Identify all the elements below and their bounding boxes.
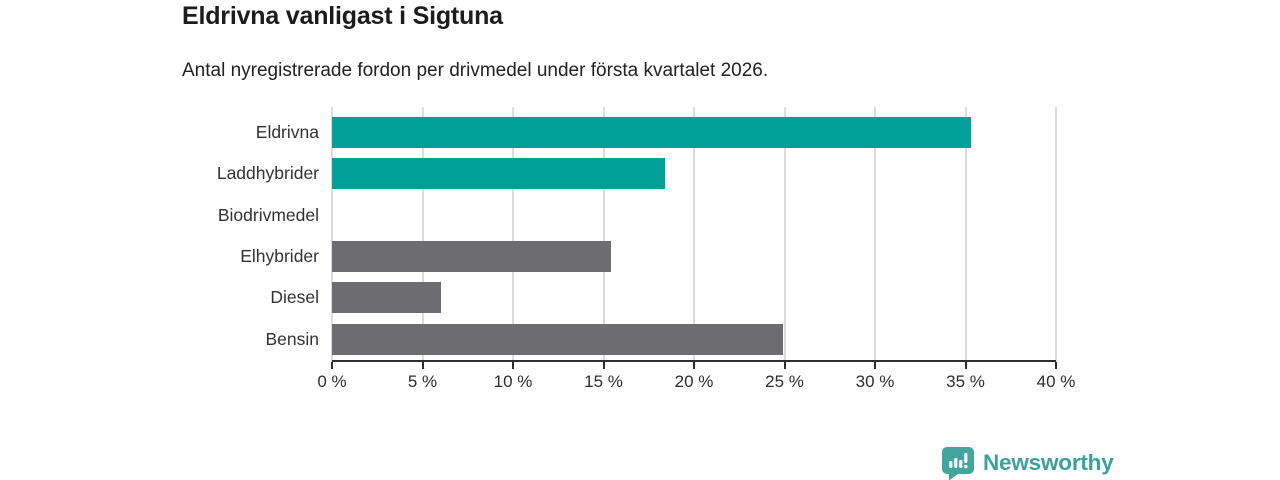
- bar-row: Diesel: [270, 277, 1056, 318]
- gridline: [602, 107, 605, 362]
- plot-area: Eldrivna Laddhybrider Biodrivmedel Elhybrid…: [217, 107, 1057, 362]
- axis-tick: [512, 362, 514, 369]
- axis-tick: [783, 362, 786, 369]
- axis-tick-label: 5 %: [407, 372, 438, 391]
- gridline: [421, 107, 424, 362]
- bar-row: Biodrivmedel: [218, 195, 1056, 236]
- category-label: Eldrivna: [255, 122, 319, 143]
- chart-title: Eldrivna vanligast i Sigtuna: [182, 2, 503, 30]
- newsworthy-logo[interactable]: Newsworthy: [941, 445, 1114, 480]
- category-label: Laddhybrider: [216, 163, 319, 184]
- x-axis: 0 % 5 % 10 % 15 % 20 % 25 % 30 % 35 % 40 %: [317, 362, 1075, 402]
- gridline: [1055, 107, 1057, 362]
- axis-tick: [602, 362, 605, 369]
- bar-row: Laddhybrider: [217, 153, 1056, 194]
- axis-tick: [1055, 362, 1057, 369]
- newsworthy-logo-icon: [941, 446, 975, 480]
- chart-subtitle: Antal nyregistrerade fordon per drivmede…: [182, 60, 769, 81]
- gridline: [783, 107, 786, 362]
- axis-tick: [693, 362, 695, 369]
- category-label: Elhybrider: [240, 246, 319, 267]
- bar: [332, 282, 441, 314]
- axis-tick-label: 20 %: [674, 372, 714, 391]
- gridlines: [331, 107, 1057, 362]
- bar-row: Bensin: [265, 319, 1056, 360]
- gridline: [874, 107, 876, 362]
- axis-tick-label: 25 %: [765, 372, 804, 391]
- axis-tick-label: 40 %: [1036, 372, 1076, 391]
- gridline: [512, 107, 514, 362]
- axis-tick: [331, 362, 333, 369]
- x-axis-line: [332, 360, 1056, 362]
- axis-tick-label: 10 %: [493, 372, 533, 391]
- bar-rows: Eldrivna Laddhybrider Biodrivmedel Elhybrid…: [217, 112, 1056, 360]
- axis-tick-label: 30 %: [855, 372, 895, 391]
- bar-row: Elhybrider: [240, 236, 1056, 277]
- bar: [332, 117, 971, 149]
- bar: [332, 158, 666, 190]
- bar-row: Eldrivna: [256, 112, 1056, 153]
- gridline: [331, 107, 333, 362]
- axis-tick-label: 15 %: [584, 372, 623, 391]
- newsworthy-logo-text: Newsworthy: [983, 449, 1114, 475]
- axis-tick: [874, 362, 876, 369]
- bar: [332, 323, 783, 355]
- axis-tick-label: 35 %: [946, 372, 985, 391]
- gridline: [964, 107, 967, 362]
- axis-tick: [421, 362, 424, 369]
- axis-tick-label: 0 %: [317, 372, 347, 391]
- category-label: Biodrivmedel: [217, 204, 319, 225]
- category-label: Diesel: [270, 287, 319, 308]
- bar: [332, 241, 611, 273]
- axis-tick: [964, 362, 967, 369]
- gridline: [693, 107, 695, 362]
- category-label: Bensin: [265, 328, 319, 349]
